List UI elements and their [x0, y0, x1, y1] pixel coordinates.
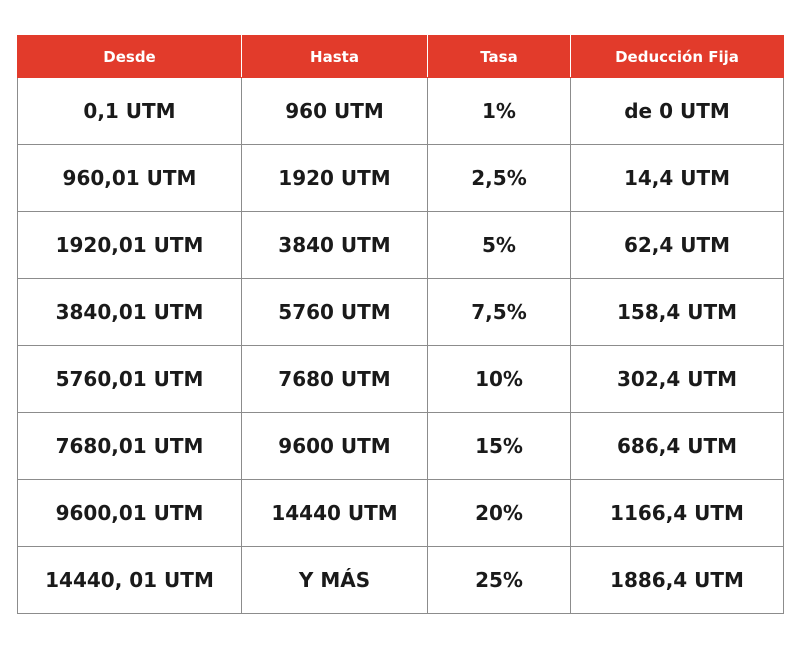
cell-hasta: Y MÁS	[241, 546, 428, 614]
header-hasta: Hasta	[241, 35, 428, 78]
cell-deduccion: 158,4 UTM	[570, 278, 784, 346]
cell-desde: 960,01 UTM	[17, 144, 242, 212]
cell-tasa: 15%	[427, 412, 571, 480]
table-row: 5760,01 UTM 7680 UTM 10% 302,4 UTM	[17, 345, 784, 413]
table-row: 3840,01 UTM 5760 UTM 7,5% 158,4 UTM	[17, 278, 784, 346]
cell-deduccion: 1166,4 UTM	[570, 479, 784, 547]
cell-hasta: 1920 UTM	[241, 144, 428, 212]
header-desde: Desde	[17, 35, 242, 78]
cell-hasta: 7680 UTM	[241, 345, 428, 413]
cell-tasa: 7,5%	[427, 278, 571, 346]
cell-hasta: 5760 UTM	[241, 278, 428, 346]
table-row: 1920,01 UTM 3840 UTM 5% 62,4 UTM	[17, 211, 784, 279]
header-tasa: Tasa	[427, 35, 571, 78]
cell-hasta: 960 UTM	[241, 77, 428, 145]
tax-bracket-table: Desde Hasta Tasa Deducción Fija 0,1 UTM …	[17, 35, 784, 614]
cell-tasa: 5%	[427, 211, 571, 279]
cell-hasta: 14440 UTM	[241, 479, 428, 547]
cell-hasta: 3840 UTM	[241, 211, 428, 279]
cell-desde: 0,1 UTM	[17, 77, 242, 145]
cell-hasta: 9600 UTM	[241, 412, 428, 480]
table-header: Desde Hasta Tasa Deducción Fija	[17, 35, 784, 78]
table-body: 0,1 UTM 960 UTM 1% de 0 UTM 960,01 UTM 1…	[17, 77, 784, 614]
cell-deduccion: 62,4 UTM	[570, 211, 784, 279]
cell-tasa: 10%	[427, 345, 571, 413]
cell-desde: 1920,01 UTM	[17, 211, 242, 279]
cell-deduccion: de 0 UTM	[570, 77, 784, 145]
cell-tasa: 20%	[427, 479, 571, 547]
table-row: 960,01 UTM 1920 UTM 2,5% 14,4 UTM	[17, 144, 784, 212]
cell-desde: 7680,01 UTM	[17, 412, 242, 480]
table-row: 14440, 01 UTM Y MÁS 25% 1886,4 UTM	[17, 546, 784, 614]
cell-deduccion: 686,4 UTM	[570, 412, 784, 480]
cell-tasa: 25%	[427, 546, 571, 614]
header-row: Desde Hasta Tasa Deducción Fija	[17, 35, 784, 78]
cell-desde: 3840,01 UTM	[17, 278, 242, 346]
cell-desde: 9600,01 UTM	[17, 479, 242, 547]
cell-tasa: 1%	[427, 77, 571, 145]
table-row: 0,1 UTM 960 UTM 1% de 0 UTM	[17, 77, 784, 145]
cell-desde: 5760,01 UTM	[17, 345, 242, 413]
cell-deduccion: 14,4 UTM	[570, 144, 784, 212]
cell-deduccion: 302,4 UTM	[570, 345, 784, 413]
header-deduccion-fija: Deducción Fija	[570, 35, 784, 78]
cell-deduccion: 1886,4 UTM	[570, 546, 784, 614]
table-row: 9600,01 UTM 14440 UTM 20% 1166,4 UTM	[17, 479, 784, 547]
cell-tasa: 2,5%	[427, 144, 571, 212]
table-row: 7680,01 UTM 9600 UTM 15% 686,4 UTM	[17, 412, 784, 480]
cell-desde: 14440, 01 UTM	[17, 546, 242, 614]
